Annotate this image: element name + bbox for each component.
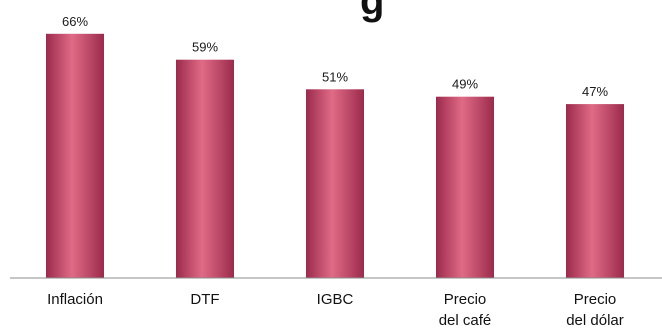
bar-3 xyxy=(306,89,364,278)
bar-1 xyxy=(46,33,104,278)
tick-label-5: Precio del dólar xyxy=(566,291,624,329)
value-label-4: 49% xyxy=(452,77,478,92)
tick-label-4: Precio del café xyxy=(439,291,492,329)
tick-label-3: IGBC xyxy=(317,291,354,308)
value-label-2: 59% xyxy=(192,40,218,55)
bars-layer xyxy=(46,33,624,279)
tick-label-2-line-1: DTF xyxy=(190,291,219,308)
value-label-5: 47% xyxy=(582,84,608,99)
tick-label-3-line-1: IGBC xyxy=(317,291,354,308)
bar-2 xyxy=(176,59,234,279)
chart-title-fragment: g xyxy=(360,0,384,23)
tick-label-5-line-2: del dólar xyxy=(566,312,624,329)
value-label-3: 51% xyxy=(322,69,348,84)
tick-labels-layer: Inflación DTF IGBC Precio del café Precio del … xyxy=(47,291,624,329)
tick-label-1: Inflación xyxy=(47,291,103,308)
tick-label-4-line-2: del café xyxy=(439,312,492,329)
tick-label-2: DTF xyxy=(190,291,219,308)
tick-label-4-line-1: Precio xyxy=(444,291,487,308)
bar-4 xyxy=(436,96,494,278)
bar-5 xyxy=(566,104,624,278)
tick-label-1-line-1: Inflación xyxy=(47,291,103,308)
tick-label-5-line-1: Precio xyxy=(574,291,617,308)
value-label-1: 66% xyxy=(62,14,88,29)
value-labels-layer: 66% 59% 51% 49% 47% xyxy=(62,14,608,99)
